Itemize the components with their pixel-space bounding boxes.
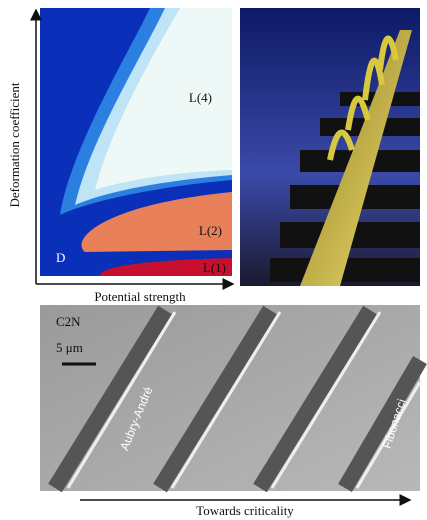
sample-label: C2N: [56, 314, 81, 329]
x-axis-label: Potential strength: [94, 289, 186, 304]
region-label: L(2): [199, 223, 222, 238]
region-label: D: [56, 250, 65, 265]
y-axis-label: Deformation coefficient: [7, 82, 22, 207]
region-label: L(1): [203, 260, 226, 275]
phase-diagram: L(4) L(2) L(1) D Potential strength Defo…: [7, 8, 235, 304]
region-label: L(4): [189, 90, 212, 105]
micrograph: C2N 5 μm Aubry-André Fibonacci: [40, 305, 427, 493]
scale-bar-label: 5 μm: [56, 340, 83, 355]
rendering: [240, 8, 420, 286]
arrow-label: Towards criticality: [196, 503, 294, 518]
